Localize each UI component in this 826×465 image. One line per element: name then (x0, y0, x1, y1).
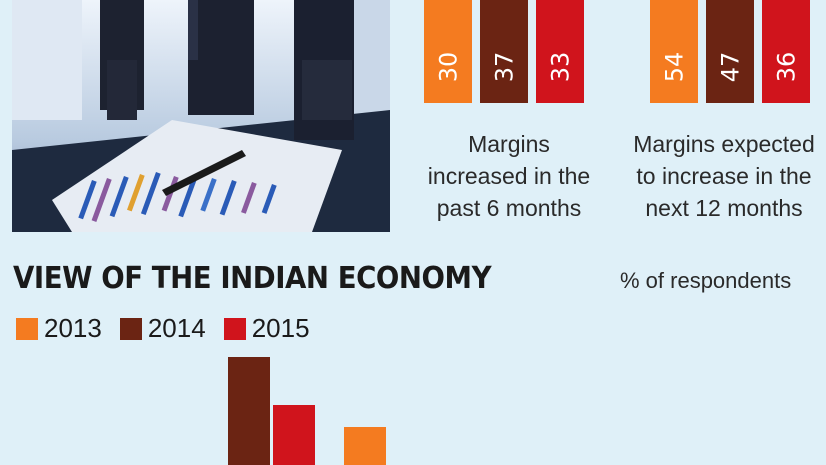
caption-line: next 12 months (645, 195, 803, 221)
legend-item-2014: 2014 (119, 313, 206, 344)
legend-swatch (119, 317, 142, 340)
bar-value-label: 30 (433, 51, 462, 83)
bar-2013 (344, 427, 386, 465)
bar-2015: 36 (762, 0, 810, 103)
legend-item-2015: 2015 (223, 313, 310, 344)
legend-label: 2015 (251, 313, 310, 343)
bar-2014 (228, 357, 270, 465)
respondents-note: % of respondents (620, 268, 792, 293)
legend-label: 2014 (147, 313, 206, 343)
caption-line: to increase in the (636, 163, 812, 189)
bar-2015 (273, 405, 315, 465)
bar-value-label: 33 (545, 51, 574, 83)
caption-margins-increased: Margins increased in the past 6 months (414, 128, 604, 224)
bar-2015: 33 (536, 0, 584, 103)
legend-swatch (223, 317, 246, 340)
bar-value-label: 37 (489, 51, 518, 83)
bar-value-label: 47 (715, 51, 744, 83)
business-meeting-photo (12, 0, 390, 232)
chart-title: VIEW OF THE INDIAN ECONOMY (13, 261, 492, 296)
bar-2013: 54 (650, 0, 698, 103)
legend-label: 2013 (44, 313, 102, 343)
caption-line: past 6 months (436, 195, 582, 221)
bar-2014: 37 (480, 0, 528, 103)
caption-line: Margins expected (633, 131, 815, 157)
legend-item-2013: 2013 (16, 313, 102, 344)
bar-2013: 30 (424, 0, 472, 103)
legend-swatch (16, 317, 38, 340)
legend: 2013 2014 2015 (16, 313, 328, 344)
caption-margins-expected: Margins expected to increase in the next… (622, 128, 826, 224)
bar-value-label: 36 (771, 51, 800, 83)
caption-line: increased in the (427, 163, 591, 189)
bar-2014: 47 (706, 0, 754, 103)
caption-line: Margins (468, 131, 550, 157)
bar-value-label: 54 (659, 51, 688, 83)
